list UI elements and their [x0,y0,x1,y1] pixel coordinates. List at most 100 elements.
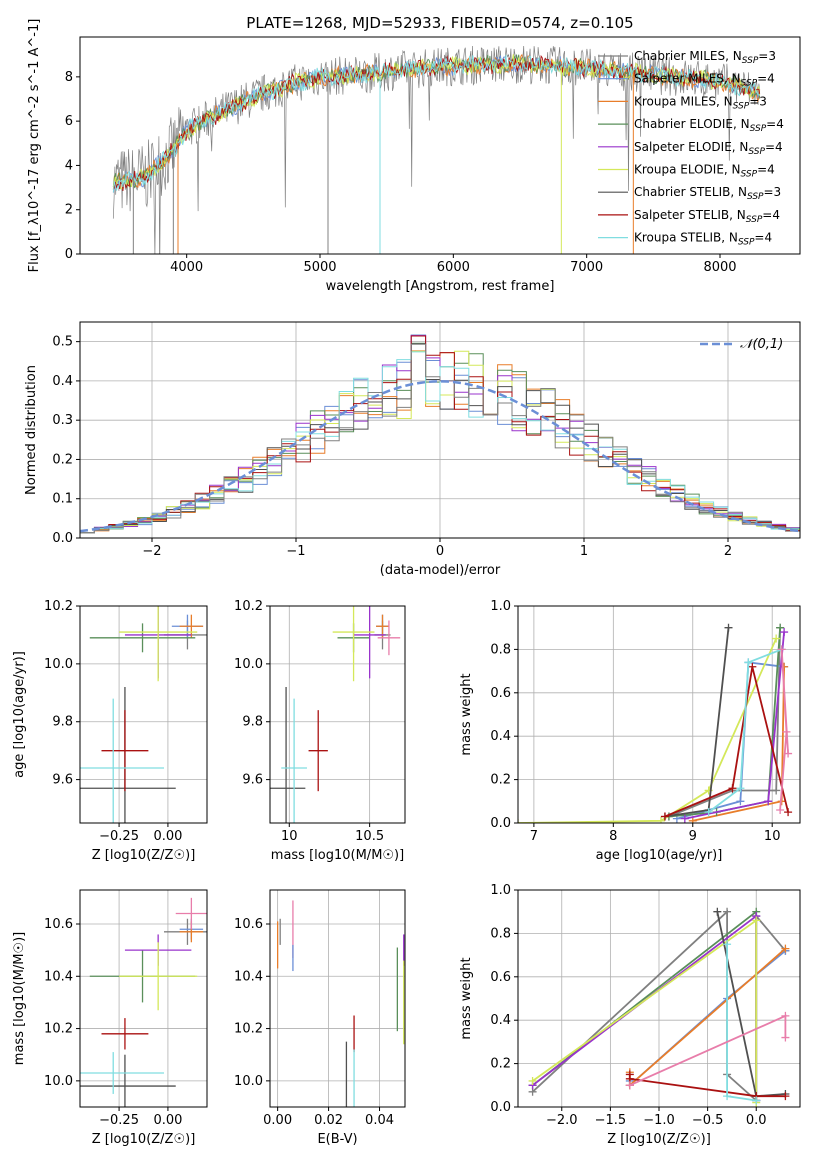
series-marker [772,786,781,795]
chart-massweight-vs-age: 7 8 9 10 0.0 0.2 0.4 0.6 0.8 1.0 age [log10(age/yr… [459,599,801,863]
y-tick-label: 0.6 [490,686,511,701]
y-tick-label: 10.2 [234,1022,263,1037]
y-tick-label: 10.4 [234,969,263,984]
series-marker [776,805,785,814]
y-tick-label: 0.2 [490,1057,511,1072]
y-tick-label: 2 [65,203,73,218]
x-tick-label: 6000 [437,260,470,275]
normal-curve [80,380,800,533]
legend-entry: Salpeter STELIB, NSSP=4 [634,208,780,225]
y-tick-label: 10.2 [234,599,263,614]
series-marker [528,1076,537,1085]
y-axis-label: age [log10(age/yr)] [12,651,27,778]
plot-frame [269,605,406,824]
series-marker [744,658,753,667]
histogram-step [80,351,800,534]
series-marker [704,808,713,817]
y-tick-label: 9.8 [52,715,73,730]
chart-spectrum: 4000 5000 6000 7000 8000 0 2 4 6 8 wavelength [Ang… [27,19,801,294]
x-tick-label: 10.5 [355,829,384,844]
legend-entry: Chabrier MILES, NSSP=3 [634,49,776,66]
plot-frame [79,605,208,824]
series-marker [724,623,733,632]
series-marker [764,797,773,806]
legend-entry: Salpeter ELODIE, NSSP=4 [634,140,783,157]
legend-entry: Kroupa ELODIE, NSSP=4 [634,163,775,180]
y-tick-label: 10.2 [44,1022,73,1037]
plot-frame [517,605,801,824]
series-marker [781,1011,790,1020]
series-line [708,648,783,813]
x-axis-label: E(B-V) [317,1132,357,1147]
series-marker [748,662,757,671]
x-tick-label: 0.0 [746,1113,767,1128]
series-marker [784,808,793,817]
histogram-step [80,335,800,534]
y-tick-label: 10.0 [234,657,263,672]
chart-residual-hist: −2 −1 0 1 2 0.0 0.1 0.2 0.3 0.4 0.5 (data-model)/er… [24,321,801,578]
x-axis-label: Z [log10(Z/Z☉)] [92,1132,196,1147]
series-marker [736,784,745,793]
x-axis-label: wavelength [Angstrom, rest frame] [326,279,555,294]
y-tick-label: 0.5 [52,335,73,350]
y-tick-label: 9.6 [52,773,73,788]
series-marker [776,623,785,632]
series-marker [782,727,791,736]
plot-frame [517,889,801,1108]
series-marker [781,1033,790,1042]
spectrum-data-line [112,45,761,254]
y-axis-label: Normed distribution [24,365,39,495]
series-marker [728,784,737,793]
y-tick-label: 8 [65,70,73,85]
legend-entry: Chabrier STELIB, NSSP=3 [634,185,781,202]
x-tick-label: −1 [286,544,305,559]
x-tick-label: 5000 [303,260,336,275]
y-tick-label: 10.2 [44,599,73,614]
y-axis-label: mass weight [459,673,474,755]
y-tick-label: 1.0 [490,883,511,898]
series-marker [656,816,665,823]
plot-area [518,623,793,823]
series-line [532,918,758,1103]
series-line [668,627,781,818]
series-line [531,909,787,1103]
x-tick-label: 0.02 [314,1113,343,1128]
x-tick-label: 7000 [570,260,603,275]
y-tick-label: 0.2 [52,452,73,467]
chart-age-vs-Z: −0.25 0.00 9.6 9.8 10.0 10.2 Z [log10(Z/Z☉)] ag… [12,599,208,863]
x-tick-label: 8000 [703,260,736,275]
series-marker [780,628,789,637]
plot-frame [79,36,801,255]
plot-area [80,897,207,1107]
spectrum-model-line [112,55,761,192]
plot-area [80,606,207,823]
x-tick-label: 0.00 [153,1113,182,1128]
x-tick-label: 0.00 [153,829,182,844]
legend-entry: Kroupa STELIB, NSSP=4 [634,231,772,248]
chart-massweight-vs-Z: −2.0 −1.5 −1.0 −0.5 0.0 0.0 0.2 0.4 0.6 0.8 1.0 Z [… [459,883,801,1147]
series-marker [723,1092,732,1101]
plot-frame [269,889,406,1108]
plot-frame [79,889,208,1108]
legend-entry: Salpeter MILES, NSSP=4 [634,72,775,89]
y-axis-label: Flux [f_λ10^-17 erg cm^-2 s^-1 A^-1] [27,19,42,273]
plot-area [80,334,800,534]
y-tick-label: 0.3 [52,413,73,428]
series-line [664,666,789,818]
plot-area [276,900,405,1107]
series-marker [713,907,722,916]
x-tick-label: −0.25 [99,829,139,844]
y-tick-label: 6 [65,114,73,129]
x-tick-label: 10 [764,829,781,844]
x-tick-label: −0.25 [99,1113,139,1128]
y-tick-label: 9.6 [242,773,263,788]
x-axis-label: (data-model)/error [380,563,501,578]
x-axis-label: mass [log10(M/M☉)] [271,848,404,863]
x-tick-label: 7 [530,829,538,844]
series-marker [723,907,732,916]
y-tick-label: 10.6 [234,917,263,932]
x-tick-label: 0 [436,544,444,559]
series-line [518,638,778,823]
series-marker [777,645,786,654]
